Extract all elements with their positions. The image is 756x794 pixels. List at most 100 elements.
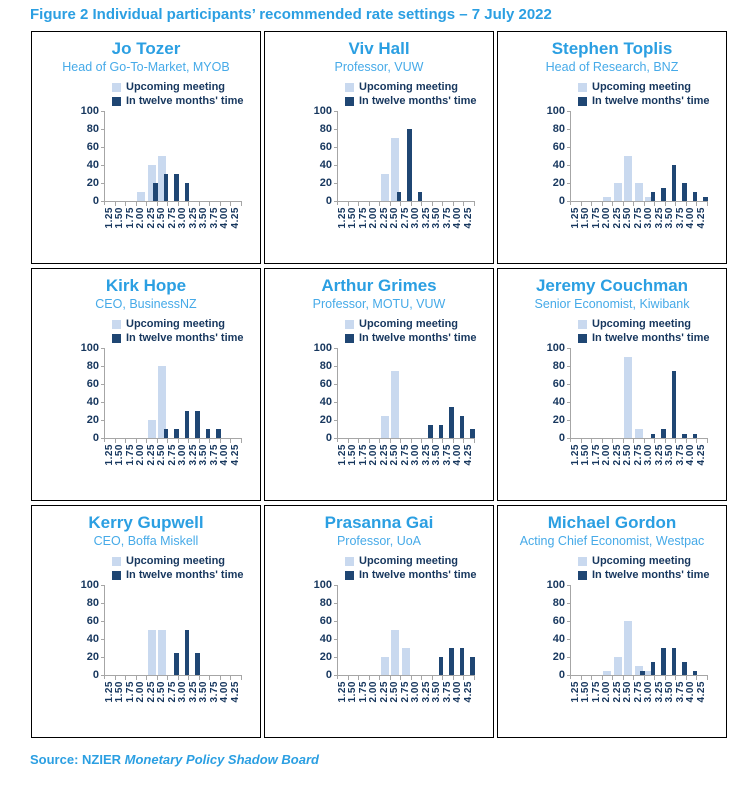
legend-upcoming-label: Upcoming meeting [592, 81, 692, 93]
legend-row-twelve: In twelve months' time [345, 94, 477, 108]
x-tick-label: 2.00 [601, 444, 613, 466]
bar-chart: 100 80 60 40 20 0 1.25 1.50 1.75 2.00 2.25 2.50 2.7… [311, 342, 493, 465]
x-axis-tick [231, 676, 242, 680]
y-tick-label: 0 [92, 669, 99, 681]
x-label-slot: 1.25 [337, 444, 348, 465]
plot-area [567, 111, 708, 202]
x-label-slot: 3.50 [664, 207, 675, 228]
bar-slot [200, 111, 211, 201]
x-axis-tick [105, 202, 116, 206]
x-axis-tick [634, 676, 645, 680]
x-axis-tick [116, 676, 126, 680]
x-axis-tick [221, 676, 231, 680]
x-axis-tick [116, 439, 126, 443]
chart-legend: Upcoming meeting In twelve months' time [578, 80, 710, 108]
x-axis-tick [210, 676, 221, 680]
y-axis-tick [567, 621, 571, 622]
upcoming-bar [613, 657, 622, 675]
x-label-slot: 2.50 [156, 207, 167, 228]
x-axis-tick [592, 202, 603, 206]
bar-slot [349, 111, 360, 201]
x-axis-tick [380, 439, 391, 443]
bar-chart: 100 80 60 40 20 0 1.25 1.50 1.75 2.00 2.25 2.50 2.7… [78, 105, 260, 229]
upcoming-bar [147, 630, 156, 675]
y-axis-tick [334, 129, 338, 130]
twelve-months-bar [184, 630, 189, 675]
twelve-months-bar [661, 429, 666, 438]
x-label-slot: 4.25 [463, 207, 474, 228]
x-label-slot: 4.25 [230, 207, 241, 228]
y-axis-tick [101, 621, 105, 622]
y-tick-label: 80 [86, 597, 99, 609]
twelve-months-bar [682, 661, 687, 675]
twelve-months-bar [163, 429, 168, 438]
x-tick-label: 4.25 [695, 207, 707, 229]
y-tick-label: 60 [86, 141, 99, 153]
plot-column: 1.25 1.50 1.75 2.00 2.25 2.50 2.75 3.00 3.25 3.50… [334, 348, 475, 465]
twelve-months-bar [184, 183, 189, 201]
x-tick-label: 2.50 [622, 444, 634, 466]
y-axis-tick [334, 366, 338, 367]
x-axis-tick [200, 676, 210, 680]
bar-slot [338, 348, 349, 438]
x-axis-tick [676, 676, 687, 680]
x-label-slot: 2.25 [612, 444, 623, 465]
y-tick-label: 40 [319, 396, 332, 408]
x-tick-label: 1.50 [114, 207, 126, 229]
x-label-slot: 2.50 [389, 681, 400, 702]
x-label-slot: 2.25 [379, 444, 390, 465]
participant-role: Head of Go-To-Market, MYOB [62, 60, 230, 74]
upcoming-bar [137, 192, 145, 201]
x-axis-tick [349, 202, 359, 206]
x-axis-labels: 1.25 1.50 1.75 2.00 2.25 2.50 2.75 3.00 3.25 3.50… [104, 444, 242, 465]
y-tick-label: 100 [80, 105, 99, 117]
x-label-slot: 2.00 [368, 444, 379, 465]
y-axis-tick [567, 639, 571, 640]
x-axis-tick [592, 676, 603, 680]
x-label-slot: 4.25 [463, 681, 474, 702]
bar-slot [634, 585, 645, 675]
bar-slot [655, 111, 666, 201]
x-axis-tick [655, 202, 666, 206]
twelve-months-bar [438, 657, 443, 675]
x-axis-tick [433, 202, 443, 206]
legend-row-twelve: In twelve months' time [112, 568, 244, 582]
y-axis-tick [101, 420, 105, 421]
x-label-slot: 1.25 [570, 444, 581, 465]
x-label-slot: 2.00 [368, 207, 379, 228]
x-axis-tick [582, 439, 592, 443]
x-label-slot: 1.25 [104, 444, 115, 465]
x-label-slot: 3.25 [188, 444, 199, 465]
x-label-slot: 1.50 [580, 207, 591, 228]
x-tick-label: 3.50 [431, 207, 443, 229]
y-tick-label: 20 [86, 177, 99, 189]
x-tick-label: 4.25 [229, 444, 241, 466]
y-axis-labels: 100 80 60 40 20 0 [311, 105, 337, 207]
x-axis-labels: 1.25 1.50 1.75 2.00 2.25 2.50 2.75 3.00 3.25 3.50… [570, 444, 708, 465]
bar-slot [645, 111, 655, 201]
x-tick-label: 4.25 [695, 681, 707, 703]
y-axis-tick [101, 438, 105, 439]
y-axis-tick [567, 183, 571, 184]
bar-slot [391, 585, 402, 675]
x-axis-tick [189, 439, 200, 443]
x-axis-tick [391, 202, 401, 206]
y-axis-tick [567, 348, 571, 349]
y-axis-tick [334, 420, 338, 421]
bar-slot [158, 348, 168, 438]
y-axis-tick [101, 183, 105, 184]
x-label-slot: 3.50 [664, 444, 675, 465]
x-tick-label: 2.50 [156, 444, 168, 466]
x-label-slot: 4.25 [696, 681, 707, 702]
upcoming-bar [147, 165, 156, 201]
charts-grid: Jo Tozer Head of Go-To-Market, MYOB Upco… [31, 31, 756, 738]
y-tick-label: 40 [552, 159, 565, 171]
upcoming-bar [624, 621, 632, 675]
x-label-slot: 1.75 [591, 207, 602, 228]
x-label-slot: 4.25 [463, 444, 474, 465]
x-label-slot: 3.00 [410, 681, 421, 702]
participant-name: Arthur Grimes [321, 276, 437, 295]
x-tick-label: 3.00 [643, 681, 655, 703]
chart-legend: Upcoming meeting In twelve months' time [578, 317, 710, 345]
x-axis-tick [464, 439, 475, 443]
